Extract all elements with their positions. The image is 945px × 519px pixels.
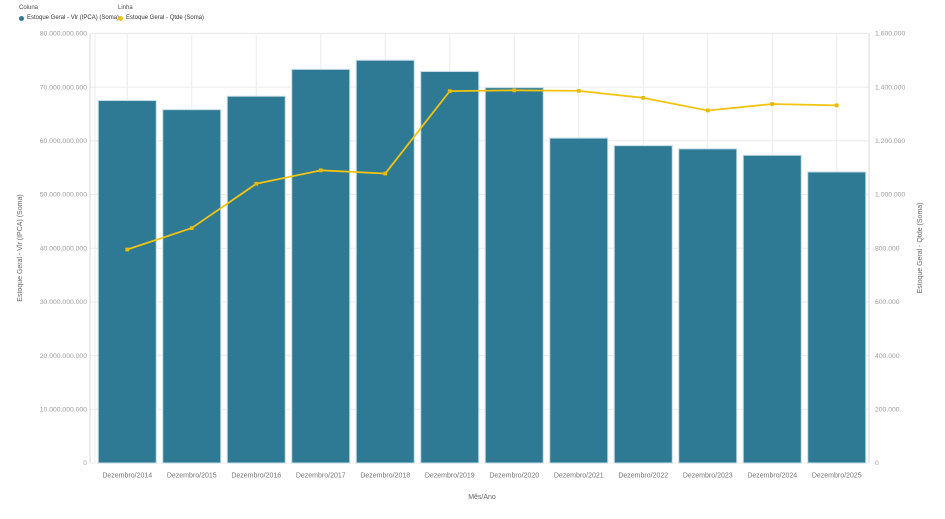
x-category-label: Dezembro/2021 [554, 473, 604, 480]
legend-item-bar-series[interactable]: Estoque Geral - Vlr (IPCA) (Soma) [19, 15, 119, 22]
bar-Dezembro/2019[interactable] [420, 71, 480, 464]
right-axis-tick-label: 800.000 [875, 245, 900, 252]
left-axis-tick-label: 40.000.000.000 [40, 245, 87, 252]
x-category-label: Dezembro/2022 [618, 473, 668, 480]
line-marker-Dezembro/2018[interactable] [383, 171, 388, 176]
x-category-label: Dezembro/2017 [296, 473, 346, 480]
left-axis-tick-label: 60.000.000.000 [40, 138, 87, 145]
legend-group-title: Linha [118, 5, 133, 11]
x-category-label: Dezembro/2018 [360, 473, 410, 480]
x-category-label: Dezembro/2015 [167, 473, 217, 480]
bar-Dezembro/2024[interactable] [742, 154, 802, 464]
left-axis-tick-label: 50.000.000.000 [40, 192, 87, 199]
bar-Dezembro/2017[interactable] [291, 68, 351, 464]
left-axis-title: Estoque Geral - Vlr (IPCA) (Soma) [17, 194, 24, 301]
legend-item-line-series[interactable]: Estoque Geral - Qtde (Soma) [118, 15, 204, 22]
x-category-label: Dezembro/2020 [489, 473, 539, 480]
line-marker-Dezembro/2024[interactable] [770, 102, 775, 106]
right-axis-tick-label: 1.200.000 [875, 138, 905, 145]
line-marker-Dezembro/2017[interactable] [318, 168, 323, 173]
left-axis-tick-label: 0 [83, 460, 87, 467]
bar-Dezembro/2014[interactable] [97, 100, 157, 464]
line-marker-Dezembro/2023[interactable] [705, 108, 710, 113]
left-axis-tick-label: 20.000.000.000 [40, 353, 87, 360]
qty-line [126, 89, 837, 251]
legend-group-title: Coluna [19, 5, 39, 11]
x-category-label: Dezembro/2019 [425, 473, 475, 480]
right-axis-tick-label: 1.400.000 [875, 84, 905, 91]
x-category-label: Dezembro/2023 [683, 473, 733, 480]
line-marker-Dezembro/2025[interactable] [834, 103, 839, 108]
right-axis-title: Estoque Geral - Qtde (Soma) [917, 202, 924, 293]
line-marker-Dezembro/2021[interactable] [576, 88, 581, 93]
x-category-label: Dezembro/2014 [102, 473, 152, 480]
line-marker-Dezembro/2020[interactable] [512, 88, 517, 93]
right-axis-tick-label: 1.600.000 [875, 31, 905, 38]
left-axis-tick-label: 80.000.000.000 [40, 31, 87, 38]
bar-Dezembro/2025[interactable] [807, 171, 867, 464]
left-axis-tick-label: 70.000.000.000 [40, 84, 87, 91]
right-axis-tick-label: 1.000.000 [875, 192, 905, 199]
bar-Dezembro/2020[interactable] [484, 87, 544, 464]
bar-Dezembro/2023[interactable] [678, 148, 738, 464]
legend-group-coluna: Coluna Estoque Geral - Vlr (IPCA) (Soma) [19, 5, 119, 22]
line-marker-Dezembro/2019[interactable] [447, 89, 452, 94]
line-marker-Dezembro/2016[interactable] [254, 181, 259, 186]
legend-group-linha: Linha Estoque Geral - Qtde (Soma) [118, 5, 204, 22]
bar-series-swatch-icon [19, 16, 24, 21]
bar-Dezembro/2015[interactable] [162, 109, 222, 464]
line-series-swatch-icon [118, 16, 123, 21]
bar-Dezembro/2016[interactable] [226, 95, 286, 464]
left-axis-tick-label: 10.000.000.000 [40, 407, 87, 414]
x-category-label: Dezembro/2016 [231, 473, 281, 480]
right-axis-tick-label: 200.000 [875, 407, 900, 414]
right-axis-tick-label: 400.000 [875, 353, 900, 360]
bar-Dezembro/2018[interactable] [355, 59, 415, 464]
x-axis-title: Mês/Ano [468, 494, 496, 501]
right-axis-tick-label: 0 [875, 460, 879, 467]
bar-Dezembro/2022[interactable] [613, 145, 673, 464]
bar-Dezembro/2021[interactable] [549, 137, 609, 464]
legend-item-label: Estoque Geral - Qtde (Soma) [126, 15, 205, 21]
line-marker-Dezembro/2015[interactable] [189, 226, 194, 230]
x-category-label: Dezembro/2025 [812, 473, 862, 480]
right-axis-tick-label: 600.000 [875, 299, 900, 306]
line-marker-Dezembro/2022[interactable] [641, 95, 646, 100]
left-axis-tick-label: 30.000.000.000 [40, 299, 87, 306]
legend-item-label: Estoque Geral - Vlr (IPCA) (Soma) [27, 15, 120, 21]
x-category-label: Dezembro/2024 [747, 473, 797, 480]
line-marker-Dezembro/2014[interactable] [125, 247, 130, 252]
